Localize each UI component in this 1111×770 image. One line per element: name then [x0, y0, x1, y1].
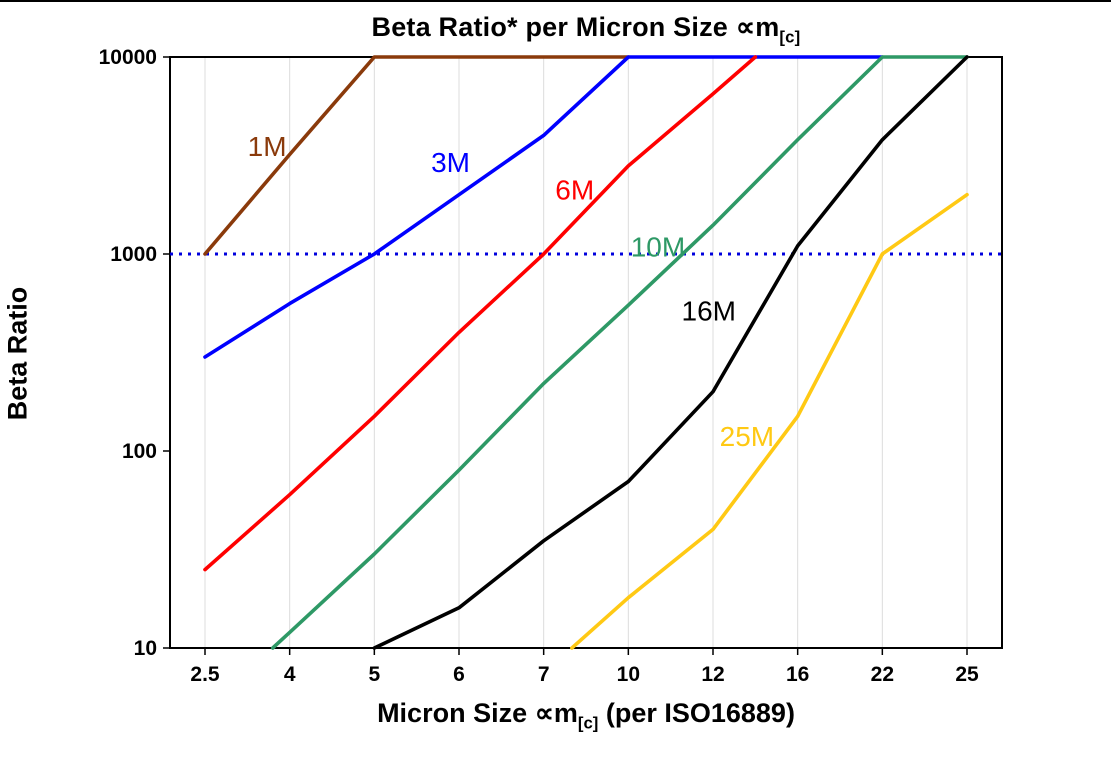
micron-symbol: ∝m — [735, 12, 780, 42]
chart-title-text: Beta Ratio* per Micron Size — [371, 12, 736, 42]
series-line-1M — [203, 55, 631, 256]
series-line-25M — [570, 192, 969, 650]
x-axis-title-subscript: [c] — [577, 713, 599, 733]
x-tick-label-2.5: 2.5 — [190, 663, 220, 686]
series-label-16M: 16M — [682, 296, 736, 327]
series-label-1M: 1M — [248, 131, 287, 162]
x-tick-label-25: 25 — [955, 663, 979, 686]
series-label-25M: 25M — [720, 421, 774, 452]
x-tick-label-22: 22 — [871, 663, 894, 686]
y-tick-label-10: 10 — [134, 637, 157, 660]
x-axis-title-suffix: (per ISO16889) — [598, 698, 795, 728]
x-tick-label-6: 6 — [453, 663, 465, 686]
series-line-16M — [372, 55, 969, 650]
chart-title-subscript: [c] — [779, 27, 801, 47]
x-tick-label-10: 10 — [617, 663, 640, 686]
y-tick-label-10000: 10000 — [99, 46, 157, 69]
x-tick-label-12: 12 — [701, 663, 724, 686]
x-axis-title: Micron Size ∝m[c] (per ISO16889) — [170, 698, 1002, 733]
y-tick-label-1000: 1000 — [110, 243, 157, 266]
x-tick-label-5: 5 — [368, 663, 380, 686]
x-tick-label-16: 16 — [786, 663, 809, 686]
series-label-10M: 10M — [631, 231, 685, 262]
series-line-3M — [203, 55, 885, 359]
series-label-3M: 3M — [431, 147, 470, 178]
top-border-line — [0, 0, 1111, 2]
x-axis-title-text: Micron Size ∝m — [377, 698, 578, 728]
series-line-10M — [270, 55, 969, 650]
series-label-6M: 6M — [555, 175, 594, 206]
y-tick-label-100: 100 — [122, 440, 157, 463]
x-tick-label-4: 4 — [284, 663, 296, 686]
chart-title: Beta Ratio* per Micron Size ∝m[c] — [170, 12, 1002, 47]
x-tick-label-7: 7 — [538, 663, 550, 686]
series-line-6M — [203, 55, 758, 572]
